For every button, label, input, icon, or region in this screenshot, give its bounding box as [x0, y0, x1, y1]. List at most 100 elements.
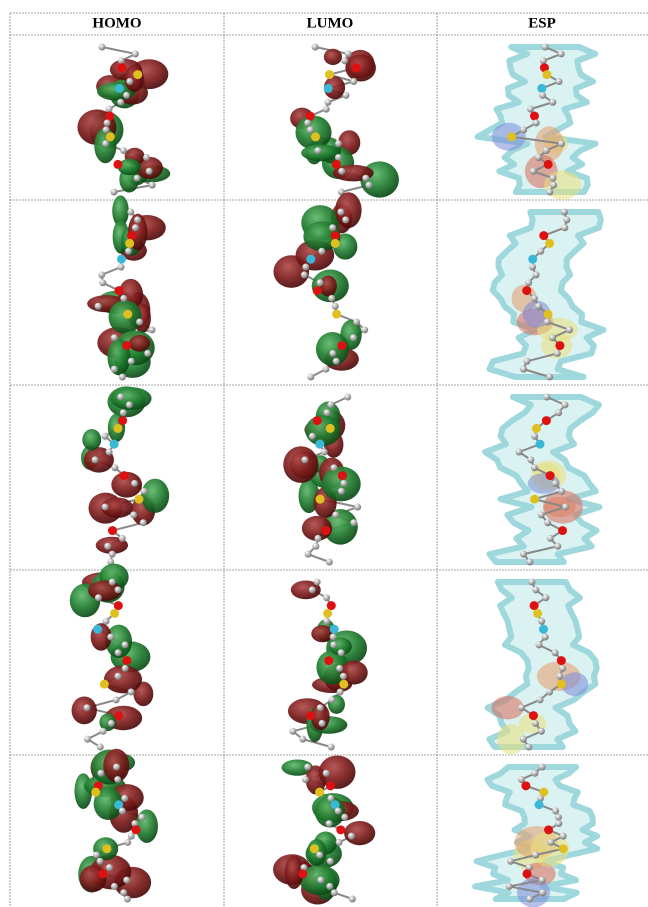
orbital-lobe — [129, 335, 150, 352]
atom — [535, 303, 542, 310]
atom — [555, 820, 562, 827]
atom — [110, 189, 117, 196]
atom — [342, 216, 349, 223]
atom — [552, 649, 559, 656]
page: HOMO LUMO ESP — [0, 0, 648, 907]
atom — [557, 656, 566, 665]
atom — [84, 736, 91, 743]
atom — [540, 57, 547, 64]
atom — [507, 132, 516, 141]
atom — [561, 209, 568, 216]
atom — [546, 689, 553, 696]
atom — [315, 440, 324, 449]
atom — [301, 456, 308, 463]
atom — [106, 449, 113, 456]
atom — [102, 140, 109, 147]
atom — [557, 680, 566, 689]
atom — [543, 147, 550, 154]
atom — [336, 825, 345, 834]
atom — [115, 649, 122, 656]
atom — [329, 350, 336, 357]
molecule-image — [488, 579, 597, 755]
atom — [99, 44, 106, 51]
atom — [132, 50, 139, 57]
atom — [313, 286, 322, 295]
atom — [313, 416, 322, 425]
atom — [542, 70, 551, 79]
atom — [539, 92, 546, 99]
orbital-lobe — [301, 144, 340, 161]
atom — [126, 401, 133, 408]
atom — [544, 519, 551, 526]
atom — [537, 248, 544, 255]
atom — [543, 394, 550, 401]
atom — [555, 814, 562, 821]
atom — [141, 488, 148, 495]
orbital-lobe — [324, 49, 342, 65]
atom — [83, 704, 90, 711]
atom — [321, 526, 330, 535]
atom — [120, 471, 129, 480]
atom — [149, 326, 156, 333]
atom — [338, 649, 345, 656]
atom — [111, 334, 118, 341]
atom — [520, 126, 527, 133]
atom — [101, 433, 108, 440]
atom — [314, 579, 321, 586]
atom — [102, 504, 109, 511]
atom — [531, 433, 538, 440]
atom — [341, 814, 348, 821]
atom — [533, 119, 540, 126]
atom — [118, 264, 125, 271]
atom — [531, 295, 538, 302]
atom — [318, 248, 325, 255]
atom — [93, 625, 102, 634]
atom — [326, 559, 333, 566]
atom — [527, 106, 534, 113]
atom — [545, 239, 554, 248]
atom — [117, 99, 124, 106]
atom — [123, 310, 132, 319]
header-cell: ESP — [528, 15, 556, 31]
atom — [323, 106, 330, 113]
atom — [114, 286, 123, 295]
orbital-lobe — [82, 429, 101, 450]
atom — [124, 896, 131, 903]
atom — [124, 839, 131, 846]
atom — [542, 594, 549, 601]
atom — [338, 168, 345, 175]
atom — [526, 896, 533, 903]
atom — [98, 869, 107, 878]
atom — [108, 526, 117, 535]
atom — [338, 488, 345, 495]
atom — [537, 84, 546, 93]
atom — [561, 401, 568, 408]
molecule-image — [283, 394, 361, 566]
atom — [119, 535, 126, 542]
atom — [113, 696, 120, 703]
atom — [535, 800, 544, 809]
atom — [330, 641, 337, 648]
atom — [298, 869, 307, 878]
atom — [538, 728, 545, 735]
atom — [128, 833, 135, 840]
atom — [324, 656, 333, 665]
atom — [531, 464, 538, 471]
bond — [102, 47, 135, 54]
atom — [343, 92, 350, 99]
atom — [539, 625, 548, 634]
atom — [327, 601, 336, 610]
atom — [538, 618, 545, 625]
atom — [556, 673, 563, 680]
molecule-image — [87, 195, 166, 380]
atom — [542, 634, 549, 641]
atom — [340, 673, 347, 680]
atom — [117, 394, 124, 401]
atom — [127, 231, 136, 240]
atom — [92, 456, 99, 463]
atom — [319, 720, 326, 727]
atom — [317, 279, 324, 286]
atom — [349, 896, 356, 903]
atom — [311, 132, 320, 141]
atom — [324, 99, 331, 106]
